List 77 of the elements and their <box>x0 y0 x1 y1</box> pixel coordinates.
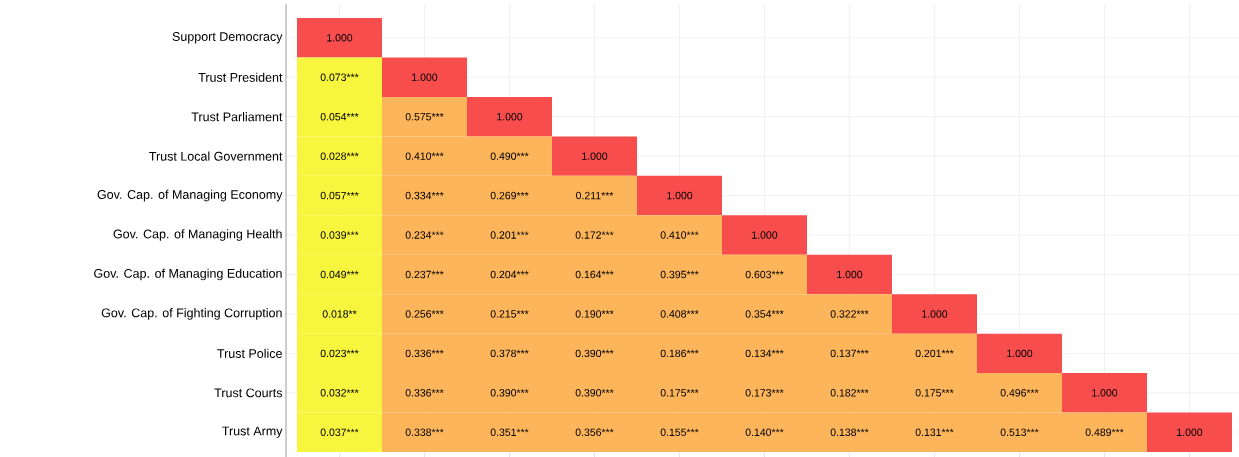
data-label: 0.489*** <box>1085 428 1124 436</box>
data-label: 0.334*** <box>405 191 444 200</box>
data-label: 1.000 <box>327 34 353 42</box>
data-label: 1.000 <box>412 73 438 81</box>
y-tick-label: Gov. Cap. of Managing Health <box>113 229 282 241</box>
data-label: 0.234*** <box>405 231 444 239</box>
data-label: 0.054*** <box>320 112 359 121</box>
data-label: 0.023*** <box>320 349 359 358</box>
data-label: 0.513*** <box>1000 428 1039 436</box>
data-label: 1.000 <box>497 112 523 121</box>
data-label: 0.073*** <box>320 73 359 81</box>
data-label: 1.000 <box>1092 389 1118 397</box>
data-label: 0.186*** <box>660 349 699 358</box>
data-label: 0.215*** <box>490 310 529 318</box>
y-tick-label: Trust Police <box>217 348 282 358</box>
data-label: 0.175*** <box>660 389 699 397</box>
data-label: 1.000 <box>582 152 608 160</box>
data-label: 0.204*** <box>490 270 529 279</box>
y-tick-label: Trust Army <box>222 426 283 438</box>
data-label: 0.164*** <box>575 270 614 279</box>
data-label: 0.336*** <box>405 389 444 397</box>
data-label: 0.410*** <box>405 152 444 160</box>
y-tick-label: Trust President <box>198 72 283 82</box>
data-label: 0.336*** <box>405 349 444 358</box>
data-label: 0.256*** <box>405 310 444 318</box>
data-label: 0.039*** <box>320 231 359 239</box>
data-label: 0.201*** <box>490 231 529 239</box>
data-label: 0.172*** <box>575 231 614 239</box>
data-label: 0.354*** <box>745 310 784 318</box>
data-label: 0.028*** <box>320 152 359 160</box>
data-label: 0.603*** <box>745 270 784 279</box>
data-label: 0.351*** <box>490 428 529 436</box>
data-label: 0.395*** <box>660 270 699 279</box>
data-label: 0.137*** <box>830 349 869 358</box>
y-tick-label: Gov. Cap. of Managing Education <box>94 268 282 281</box>
data-label: 0.378*** <box>490 349 529 358</box>
y-tick-label: Trust Parliament <box>191 112 283 122</box>
data-label: 0.390*** <box>575 389 614 397</box>
data-label: 0.390*** <box>490 389 529 397</box>
data-label: 0.190*** <box>575 310 614 318</box>
data-label: 0.037*** <box>320 428 359 436</box>
data-label: 0.049*** <box>320 270 359 279</box>
data-label: 0.140*** <box>745 428 784 436</box>
data-label: 0.057*** <box>320 191 359 200</box>
data-label: 0.575*** <box>405 112 444 121</box>
data-label: 0.134*** <box>745 349 784 358</box>
data-label: 0.173*** <box>745 389 784 397</box>
data-label: 0.018** <box>322 310 357 318</box>
data-label: 0.032*** <box>320 389 359 397</box>
data-label: 1.000 <box>837 270 863 279</box>
data-label: 0.269*** <box>490 191 529 200</box>
y-tick-label: Gov. Cap. of Fighting Corruption <box>101 308 282 320</box>
data-label: 0.356*** <box>575 428 614 436</box>
data-label: 0.155*** <box>660 428 699 436</box>
data-label: 1.000 <box>1177 428 1203 436</box>
data-label: 0.182*** <box>830 389 869 397</box>
data-label: 0.175*** <box>915 389 954 397</box>
y-tick-label: Gov. Cap. of Managing Economy <box>97 189 283 202</box>
data-label: 0.408*** <box>660 310 699 318</box>
data-label: 0.131*** <box>915 428 954 436</box>
data-label: 0.410*** <box>660 231 699 239</box>
data-label: 0.322*** <box>830 310 869 318</box>
data-label: 0.338*** <box>405 428 444 436</box>
y-tick-label: Support Democracy <box>172 32 283 44</box>
data-label: 0.237*** <box>405 270 444 279</box>
data-label: 0.490*** <box>490 152 529 160</box>
data-label: 1.000 <box>922 310 948 318</box>
y-tick-label: Trust Courts <box>214 388 283 398</box>
data-label: 0.201*** <box>915 349 954 358</box>
data-label: 1.000 <box>1007 349 1033 358</box>
data-label: 0.496*** <box>1000 389 1039 397</box>
data-label: 0.390*** <box>575 349 614 358</box>
data-label: 0.211*** <box>576 191 614 200</box>
y-tick-label: Trust Local Government <box>149 151 283 161</box>
data-label: 1.000 <box>752 231 778 239</box>
data-label: 1.000 <box>667 191 693 200</box>
data-label: 0.138*** <box>830 428 869 436</box>
